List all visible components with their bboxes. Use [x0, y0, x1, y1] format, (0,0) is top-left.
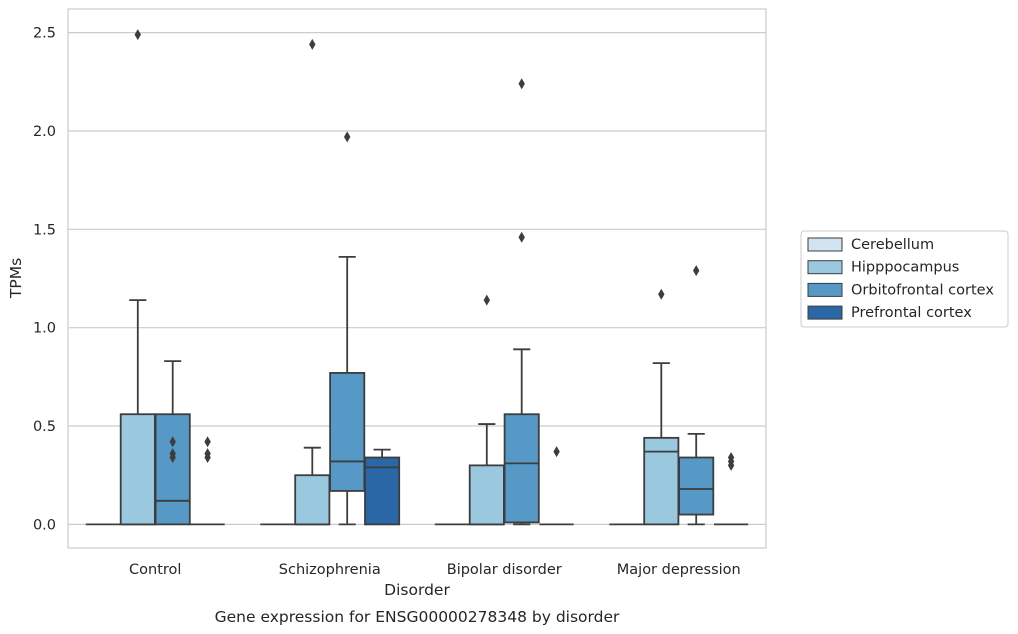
legend-swatch — [807, 305, 843, 320]
outlier-point — [518, 231, 525, 243]
legend-frame — [800, 230, 1009, 328]
outlier-point — [693, 265, 700, 277]
box — [503, 413, 540, 524]
outlier-point — [483, 294, 490, 306]
legend-label: Prefrontal cortex — [851, 305, 972, 321]
x-tick-label: Bipolar disorder — [447, 562, 562, 578]
legend-swatch — [807, 282, 843, 297]
legend-swatch — [807, 237, 843, 252]
box — [678, 456, 715, 516]
outlier-point — [309, 38, 316, 50]
outlier-point — [727, 459, 735, 471]
x-axis-title: Disorder — [384, 581, 450, 599]
boxes-layer — [85, 29, 749, 526]
x-tick-label: Major depression — [617, 562, 741, 578]
box — [154, 413, 191, 526]
chart-caption: Gene expression for ENSG00000278348 by d… — [215, 608, 620, 626]
box — [329, 372, 366, 492]
legend[interactable]: Cerebellum Hipppocampus Orbitofrontal cort… — [800, 230, 1009, 328]
outlier-point — [204, 436, 211, 448]
outlier-point — [518, 78, 525, 90]
outlier-point — [344, 131, 351, 143]
box — [119, 413, 156, 526]
box — [468, 464, 505, 526]
y-tick-labels: 0.0 0.5 1.0 1.5 2.0 2.5 — [33, 26, 56, 534]
y-tick-label: 1.0 — [33, 321, 56, 337]
outlier-point — [169, 452, 176, 464]
box — [364, 456, 401, 526]
x-tick-label: Schizophrenia — [279, 562, 381, 578]
outlier-point — [658, 288, 665, 300]
box — [294, 474, 331, 526]
y-tick-label: 2.5 — [33, 26, 56, 42]
plot-area-frame — [67, 8, 767, 549]
legend-label: Orbitofrontal cortex — [851, 282, 994, 298]
y-tick-label: 1.5 — [33, 222, 56, 238]
legend-label: Cerebellum — [851, 237, 934, 253]
x-tick-label: Control — [129, 562, 181, 578]
outlier-point — [134, 29, 141, 41]
outlier-point — [204, 452, 211, 464]
x-tick-labels: Control Schizophrenia Bipolar disorder Majo… — [129, 562, 741, 578]
y-tick-label: 0.5 — [33, 419, 56, 435]
outlier-point — [169, 436, 176, 448]
legend-swatch — [807, 260, 843, 275]
y-tick-label: 0.0 — [33, 517, 56, 533]
y-tick-label: 2.0 — [33, 124, 56, 140]
outlier-point — [553, 446, 560, 458]
y-axis-title: TPMs — [7, 258, 25, 299]
legend-label: Hipppocampus — [851, 260, 959, 276]
